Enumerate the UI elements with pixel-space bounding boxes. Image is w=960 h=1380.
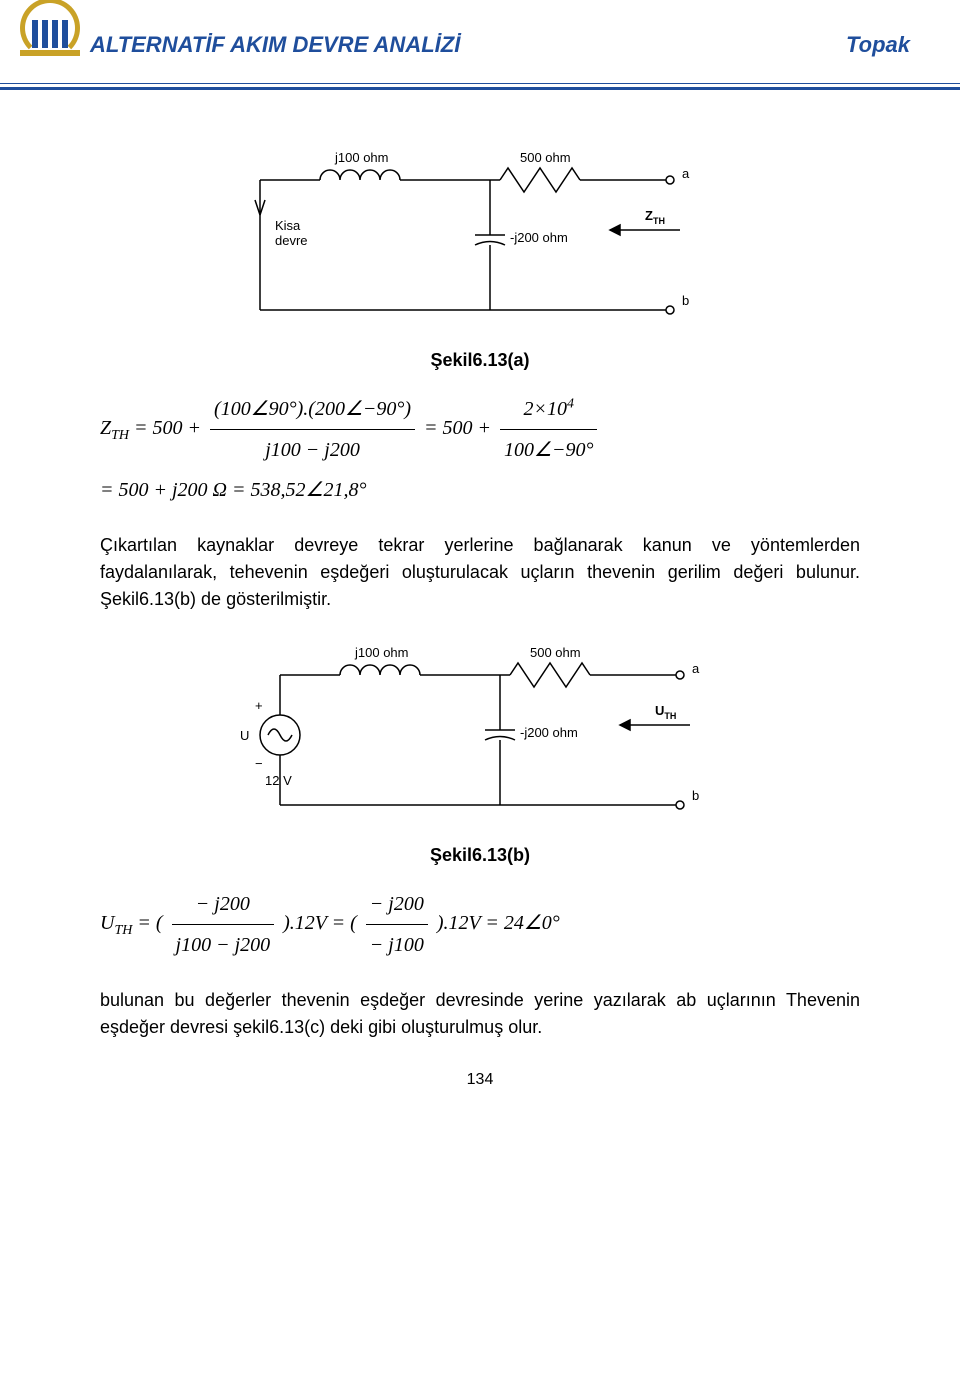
header-title-right: Topak <box>846 32 910 58</box>
page-content: j100 ohm 500 ohm -j200 ohm Kisa devre ZT… <box>0 90 960 1119</box>
src-u: U <box>240 728 249 743</box>
paragraph-2: bulunan bu değerler thevenin eşdeğer dev… <box>100 987 860 1041</box>
short-label-1: Kisa <box>275 218 301 233</box>
university-logo <box>20 8 80 78</box>
header-title-left: ALTERNATİF AKIM DEVRE ANALİZİ <box>90 32 460 58</box>
circuit-diagram-a: j100 ohm 500 ohm -j200 ohm Kisa devre ZT… <box>220 140 740 340</box>
page-number: 134 <box>100 1071 860 1089</box>
node-a-b: a <box>692 661 700 676</box>
uth-symbol: UTH <box>655 703 676 721</box>
circuit-diagram-b: j100 ohm 500 ohm -j200 ohm + U − 12 V UT… <box>220 635 740 835</box>
capacitor-label-b: -j200 ohm <box>520 725 578 740</box>
equation-zth: ZTH = 500 + (100∠90°).(200∠−90°) j100 − … <box>100 389 860 510</box>
resistor-label-b: 500 ohm <box>530 645 581 660</box>
inductor-label-b: j100 ohm <box>354 645 408 660</box>
src-plus: + <box>255 698 263 713</box>
short-label-2: devre <box>275 233 308 248</box>
resistor-label: 500 ohm <box>520 150 571 165</box>
figure-caption-b: Şekil6.13(b) <box>100 845 860 866</box>
page-header: ALTERNATİF AKIM DEVRE ANALİZİ Topak <box>0 0 960 90</box>
node-b: b <box>682 293 689 308</box>
inductor-label: j100 ohm <box>334 150 388 165</box>
zth-symbol: ZTH <box>645 208 665 226</box>
node-a: a <box>682 166 690 181</box>
src-val: 12 V <box>265 773 292 788</box>
capacitor-label: -j200 ohm <box>510 230 568 245</box>
paragraph-1: Çıkartılan kaynaklar devreye tekrar yerl… <box>100 532 860 613</box>
src-minus: − <box>255 756 263 771</box>
equation-uth: UTH = ( − j200 j100 − j200 ).12V = ( − j… <box>100 884 860 965</box>
node-b-b: b <box>692 788 699 803</box>
figure-caption-a: Şekil6.13(a) <box>100 350 860 371</box>
